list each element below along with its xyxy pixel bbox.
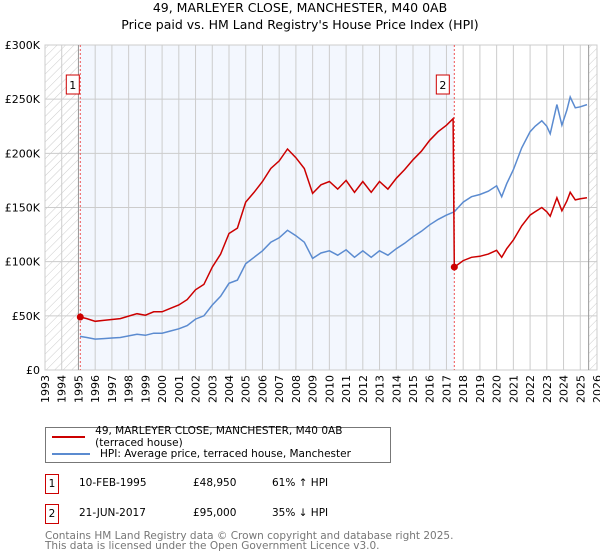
x-tick-label: 1993 [39,375,52,403]
x-tick-label: 2006 [256,375,269,403]
x-tick-label: 2012 [357,375,370,403]
transaction-price: £95,000 [193,507,237,519]
x-tick-label: 2025 [574,375,587,403]
x-tick-label: 2007 [273,375,286,403]
legend-label: 49, MARLEYER CLOSE, MANCHESTER, M40 0AB … [95,424,343,449]
property-price-line [79,116,588,323]
x-tick-label: 2023 [541,375,554,403]
transaction-hpi: 61% ↑ HPI [272,477,329,489]
x-tick-label: 2001 [173,375,186,403]
x-tick-label: 2014 [390,375,403,403]
x-tick-label: 2019 [474,375,487,403]
transaction-hpi: 35% ↓ HPI [272,507,329,519]
x-tick-label: 2004 [223,375,236,403]
transaction-date: 21-JUN-2017 [79,507,146,519]
sale-point [450,263,458,271]
plot-border [44,44,598,371]
legend-item-property: 49, MARLEYER CLOSE, MANCHESTER, M40 0AB … [46,425,390,449]
legend-swatch-red [52,435,86,438]
transaction-number: 2 [45,504,59,524]
x-tick-label: 2010 [323,375,336,403]
y-tick-label: £50K [12,310,41,323]
y-tick-label: £0 [26,364,40,377]
x-tick-label: 2021 [507,375,520,403]
x-tick-label: 2002 [190,375,203,403]
footer-line-2: This data is licensed under the Open Gov… [45,540,380,552]
y-tick-label: £150K [5,202,41,215]
x-tick-label: 2016 [424,375,437,403]
x-tick-label: 2003 [206,375,219,403]
transaction-date: 10-FEB-1995 [79,477,147,489]
x-tick-label: 2022 [524,375,537,403]
sale-point [76,313,84,321]
x-tick-label: 2020 [491,375,504,403]
transaction-price: £48,950 [193,477,237,489]
footer-line-1: Contains HM Land Registry data © Crown c… [45,530,454,542]
x-tick-label: 2024 [558,375,571,403]
y-tick-label: £200K [5,147,41,160]
x-tick-label: 2026 [591,375,600,403]
x-tick-label: 1995 [72,375,85,403]
y-tick-label: £250K [5,93,41,106]
chart-subtitle: Price paid vs. HM Land Registry's House … [121,17,479,32]
chart-title: 49, MARLEYER CLOSE, MANCHESTER, M40 0AB [152,0,448,15]
x-tick-label: 2009 [307,375,320,403]
legend-label: HPI: Average price, terraced house, Manc… [100,447,351,460]
x-tick-label: 2005 [240,375,253,403]
sale-label: 2 [439,79,446,92]
x-tick-label: 1998 [123,375,136,403]
y-tick-label: £100K [5,256,41,269]
sale-label: 1 [69,79,76,92]
sale-label-box [435,74,450,95]
legend-item-hpi: HPI: Average price, terraced house, Manc… [46,445,351,462]
x-tick-label: 1996 [89,375,102,403]
hpi-line [79,94,588,340]
price-chart: 1993 1994 1995 1996 1997 1998 1999 2000 2001 2002… [5,39,600,403]
x-tick-label: 2000 [156,375,169,403]
sale-label-box [65,74,80,95]
x-tick-label: 1999 [139,375,152,403]
x-tick-label: 1994 [56,375,69,403]
x-tick-label: 2013 [374,375,387,403]
x-tick-label: 2017 [440,375,453,403]
y-tick-label: £300K [5,39,41,52]
legend-swatch-blue [52,452,90,455]
x-tick-label: 2008 [290,375,303,403]
footer: Contains HM Land Registry data © Crown c… [45,530,454,552]
chart-legend: 49, MARLEYER CLOSE, MANCHESTER, M40 0AB … [45,425,391,463]
x-tick-label: 2011 [340,375,353,403]
x-tick-label: 2018 [457,375,470,403]
transaction-number: 1 [45,474,59,494]
x-tick-label: 2015 [407,375,420,403]
x-tick-label: 1997 [106,375,119,403]
